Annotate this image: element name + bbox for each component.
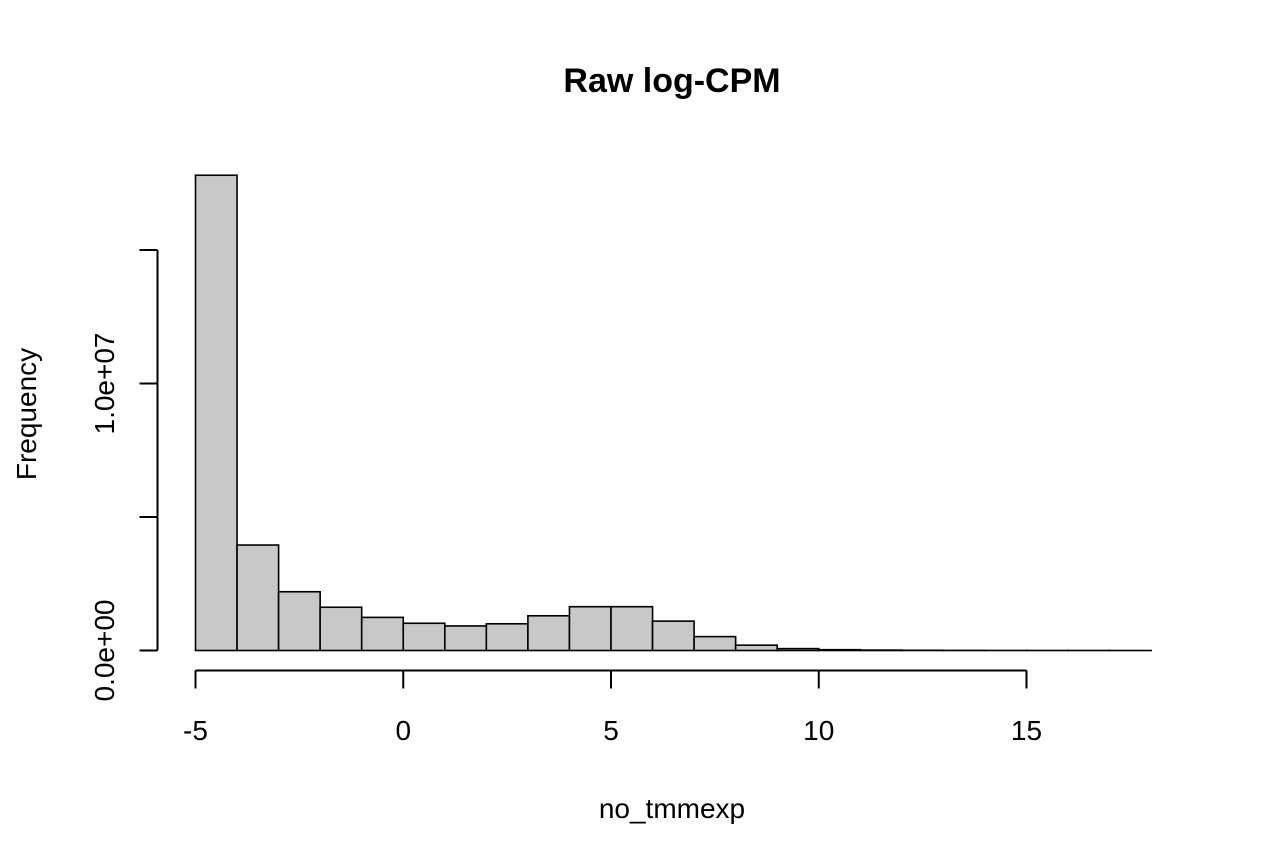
histogram-bar — [277, 590, 321, 652]
y-axis-label: Frequency — [11, 348, 42, 480]
histogram-bar — [236, 544, 280, 652]
histogram-bar — [568, 605, 612, 652]
chart-title: Raw log-CPM — [563, 62, 780, 100]
x-tick-label: 10 — [803, 715, 834, 746]
x-tick-label: 15 — [1011, 715, 1042, 746]
y-tick-label: 1.0e+07 — [89, 333, 120, 435]
x-axis-label: no_tmmexp — [599, 793, 745, 824]
histogram-bar — [527, 614, 571, 652]
y-axis: 0.0e+00 1.0e+07 — [89, 249, 159, 702]
bars-group — [194, 174, 1152, 652]
histogram-bar — [817, 648, 862, 652]
histogram-bar — [734, 644, 779, 652]
x-tick-label: 0 — [395, 715, 411, 746]
histogram-bar — [485, 622, 529, 652]
histogram-bar — [651, 620, 695, 652]
histogram-bar — [693, 635, 737, 652]
x-axis: -5 0 5 10 15 — [183, 669, 1042, 746]
x-tick-label: -5 — [183, 715, 208, 746]
histogram-bar — [194, 174, 238, 652]
histogram-bar — [319, 606, 363, 652]
x-tick-label: 5 — [603, 715, 619, 746]
y-tick-label: 0.0e+00 — [89, 600, 120, 702]
histogram-bar — [402, 622, 446, 652]
histogram-bar — [610, 605, 654, 652]
histogram-bar — [443, 625, 488, 652]
histogram-bar — [360, 616, 405, 652]
histogram-bar — [776, 647, 820, 652]
